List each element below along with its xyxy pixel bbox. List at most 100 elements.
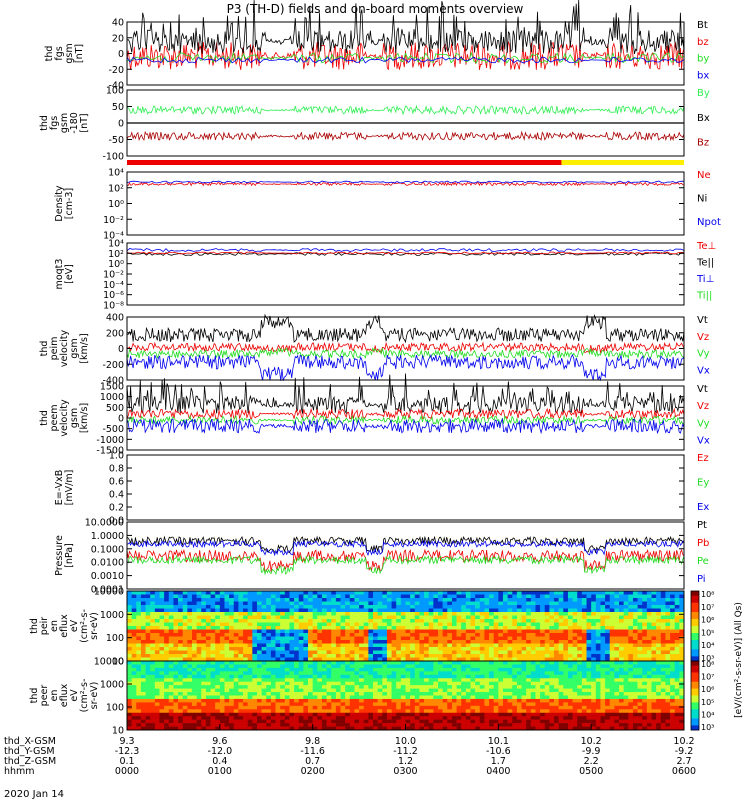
peir-spectrogram-cell xyxy=(508,651,513,655)
peer-spectrogram-cell xyxy=(424,723,429,727)
peir-spectrogram-cell xyxy=(545,626,550,630)
peer-spectrogram-cell xyxy=(146,720,151,724)
peir-spectrogram-cell xyxy=(494,595,499,599)
peir-spectrogram-cell xyxy=(614,637,619,641)
peer-spectrogram-cell xyxy=(238,723,243,727)
peer-spectrogram-cell xyxy=(132,696,137,700)
peir-spectrogram-cell xyxy=(540,647,545,651)
peer-spectrogram-cell xyxy=(656,675,661,679)
peer-spectrogram-cell xyxy=(554,689,559,693)
peer-spectrogram-cell xyxy=(197,696,202,700)
peer-spectrogram-cell xyxy=(610,702,615,706)
peer-spectrogram-cell xyxy=(224,720,229,724)
peer-spectrogram-cell xyxy=(136,668,141,672)
peer-spectrogram-cell xyxy=(647,668,652,672)
peer-spectrogram-cell xyxy=(475,685,480,689)
peer-spectrogram-cell xyxy=(341,661,346,665)
peer-spectrogram-cell xyxy=(461,675,466,679)
peer-spectrogram-cell xyxy=(591,671,596,675)
peir-spectrogram-cell xyxy=(317,637,322,641)
peir-spectrogram-cell xyxy=(512,644,517,648)
peer-spectrogram-cell xyxy=(215,692,220,696)
peer-spectrogram-cell xyxy=(475,696,480,700)
peir-spectrogram-cell xyxy=(447,595,452,599)
peir-spectrogram-cell xyxy=(327,605,332,609)
peer-spectrogram-cell xyxy=(150,696,155,700)
peir-spectrogram-cell xyxy=(438,591,443,595)
peer-spectrogram-cell xyxy=(271,664,276,668)
peir-spectrogram-cell xyxy=(605,637,610,641)
peer-spectrogram-cell xyxy=(187,682,192,686)
peer-spectrogram-cell xyxy=(508,699,513,703)
peir-spectrogram-cell xyxy=(503,630,508,634)
peir-spectrogram-cell xyxy=(406,654,411,658)
peir-spectrogram-cell xyxy=(243,605,248,609)
peer-spectrogram-cell xyxy=(392,720,397,724)
peer-spectrogram-cell xyxy=(173,723,178,727)
peir-spectrogram-cell xyxy=(155,609,160,613)
peer-spectrogram-cell xyxy=(508,702,513,706)
peer-spectrogram-cell xyxy=(392,699,397,703)
peer-spectrogram-cell xyxy=(438,713,443,717)
peir-spectrogram-cell xyxy=(327,626,332,630)
peer-spectrogram-cell xyxy=(243,713,248,717)
peir-spectrogram-cell xyxy=(647,630,652,634)
peir-spectrogram-cell xyxy=(503,623,508,627)
peir-spectrogram-cell xyxy=(647,633,652,637)
peer-spectrogram-cell xyxy=(494,720,499,724)
peer-spectrogram-cell xyxy=(503,675,508,679)
peir-spectrogram-cell xyxy=(373,633,378,637)
peer-spectrogram-cell xyxy=(401,678,406,682)
peer-spectrogram-cell xyxy=(512,685,517,689)
peir-spectrogram-cell xyxy=(238,598,243,602)
peer-spectrogram-cell xyxy=(322,702,327,706)
peir-spectrogram-cell xyxy=(526,591,531,595)
peer-spectrogram-cell xyxy=(503,709,508,713)
peir-spectrogram-cell xyxy=(280,609,285,613)
peer-spectrogram-cell xyxy=(577,675,582,679)
peer-spectrogram-cell xyxy=(159,720,164,724)
peir-spectrogram-cell xyxy=(364,591,369,595)
peir-spectrogram-cell xyxy=(410,605,415,609)
peer-spectrogram-cell xyxy=(665,706,670,710)
colorbar-9-cell xyxy=(691,684,699,687)
peer-spectrogram-cell xyxy=(619,685,624,689)
peir-spectrogram-cell xyxy=(197,602,202,606)
peer-spectrogram-cell xyxy=(173,668,178,672)
peer-spectrogram-cell xyxy=(665,685,670,689)
peer-spectrogram-cell xyxy=(484,664,489,668)
peer-spectrogram-cell xyxy=(146,675,151,679)
peir-spectrogram-cell xyxy=(327,591,332,595)
peer-spectrogram-cell xyxy=(280,668,285,672)
peer-spectrogram-cell xyxy=(327,713,332,717)
peir-spectrogram-cell xyxy=(252,609,257,613)
peir-spectrogram-cell xyxy=(559,619,564,623)
peir-spectrogram-cell xyxy=(359,595,364,599)
peer-spectrogram-cell xyxy=(475,702,480,706)
peer-spectrogram-cell xyxy=(568,664,573,668)
peer-spectrogram-cell xyxy=(656,716,661,720)
peer-spectrogram-cell xyxy=(614,723,619,727)
peer-spectrogram-cell xyxy=(652,709,657,713)
peer-spectrogram-cell xyxy=(610,689,615,693)
colorbar-8-cell xyxy=(691,654,699,657)
peir-spectrogram-cell xyxy=(554,630,559,634)
peer-spectrogram-cell xyxy=(503,699,508,703)
peer-spectrogram-cell xyxy=(489,675,494,679)
peir-spectrogram-cell xyxy=(587,612,592,616)
peir-spectrogram-cell xyxy=(587,651,592,655)
peer-spectrogram-cell xyxy=(670,713,675,717)
peer-spectrogram-cell xyxy=(596,692,601,696)
peir-spectrogram-cell xyxy=(489,630,494,634)
peer-spectrogram-cell xyxy=(498,671,503,675)
peir-spectrogram-cell xyxy=(141,598,146,602)
peir-spectrogram-cell xyxy=(466,637,471,641)
peir-spectrogram-cell xyxy=(489,637,494,641)
peer-spectrogram-cell xyxy=(610,661,615,665)
peir-spectrogram-cell xyxy=(522,633,527,637)
peir-spectrogram-cell xyxy=(146,623,151,627)
peir-spectrogram-cell xyxy=(568,633,573,637)
peir-spectrogram-cell xyxy=(600,647,605,651)
peer-spectrogram-cell xyxy=(512,716,517,720)
peer-spectrogram-cell xyxy=(466,689,471,693)
